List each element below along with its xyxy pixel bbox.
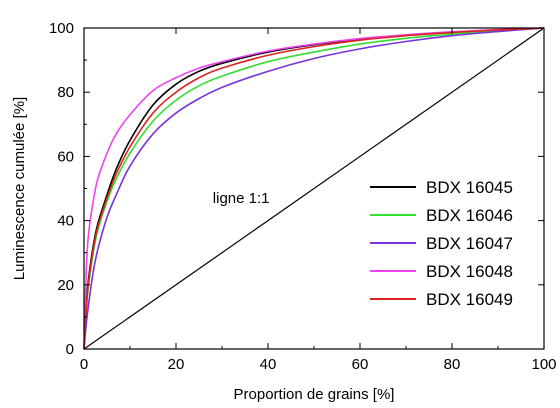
legend-label: BDX 16047 [426, 234, 513, 253]
series-line-bdx-16047 [83, 27, 545, 350]
annotation-ligne-1-1: ligne 1:1 [213, 190, 270, 207]
y-tick-label: 40 [57, 213, 74, 230]
axis-ticks: 0 20 40 60 80 100 0 20 40 60 80 100 [49, 20, 557, 373]
x-tick-label: 20 [168, 356, 185, 373]
reference-line-layer [83, 27, 545, 350]
y-tick-label: 60 [57, 148, 74, 165]
series-line-bdx-16048 [83, 27, 545, 350]
legend-label: BDX 16045 [426, 178, 513, 197]
annotations: ligne 1:1 [213, 190, 270, 207]
y-axis-label: Luminescence cumulée [%] [11, 97, 28, 280]
x-tick-label: 40 [260, 356, 277, 373]
x-tick-label: 60 [352, 356, 369, 373]
y-tick-label: 80 [57, 84, 74, 101]
legend-label: BDX 16046 [426, 206, 513, 225]
legend: BDX 16045 BDX 16046 BDX 16047 BDX 16048 BDX … [370, 178, 513, 309]
y-tick-label: 20 [57, 277, 74, 294]
y-tick-label: 100 [49, 20, 74, 37]
reference-line-1-1 [83, 27, 545, 350]
x-tick-label: 80 [444, 356, 461, 373]
x-tick-label: 100 [531, 356, 556, 373]
y-tick-label: 0 [66, 341, 74, 358]
x-tick-label: 0 [80, 356, 88, 373]
series-layer [83, 27, 545, 350]
legend-label: BDX 16048 [426, 262, 513, 281]
x-axis-label: Proportion de grains [%] [234, 386, 395, 403]
legend-label: BDX 16049 [426, 290, 513, 309]
series-line-bdx-16049 [83, 27, 545, 350]
